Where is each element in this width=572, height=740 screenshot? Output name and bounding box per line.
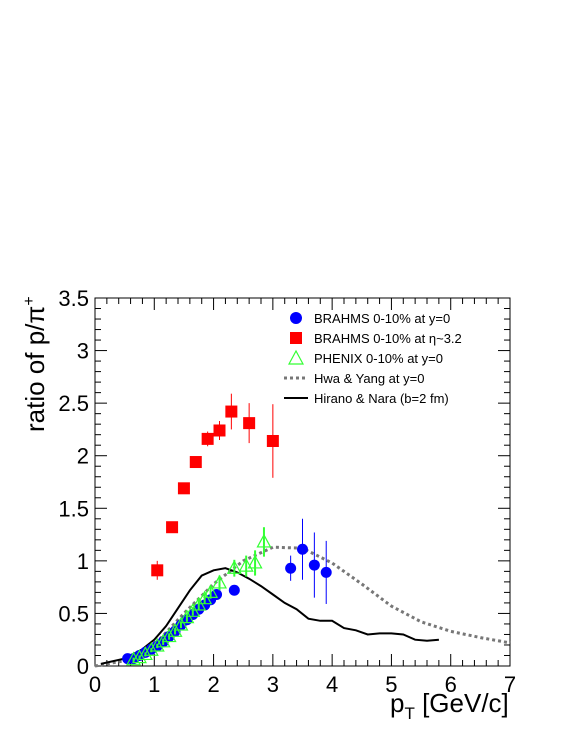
x-tick-label: 4 xyxy=(326,672,338,697)
x-axis-title: pT [GeV/c] xyxy=(390,688,509,723)
legend-label: BRAHMS 0-10% at y=0 xyxy=(314,311,450,326)
phenix-point xyxy=(211,574,228,589)
brahms-y0-point xyxy=(297,543,308,555)
y-tick-label: 3.5 xyxy=(58,286,89,311)
phenix-point xyxy=(256,533,272,548)
legend-label: Hwa & Yang at y=0 xyxy=(314,371,424,386)
phenix-point xyxy=(126,651,142,666)
brahms-eta32-point xyxy=(201,432,214,445)
phenix-point xyxy=(155,633,171,648)
phenix-point xyxy=(203,584,219,598)
y-tick-label: 3 xyxy=(77,339,89,364)
data-points xyxy=(122,393,332,666)
y-tick-label: 1 xyxy=(77,549,89,574)
hirano-nara-curve xyxy=(100,567,439,665)
brahms-y0-point xyxy=(320,566,332,578)
x-tick-label: 1 xyxy=(148,672,160,697)
phenix-point xyxy=(247,554,263,569)
x-tick-label: 2 xyxy=(207,672,219,697)
phenix-point xyxy=(226,559,242,574)
x-tick-label: 0 xyxy=(89,672,101,697)
y-tick-label: 1.5 xyxy=(58,496,89,521)
plot-frame xyxy=(94,297,511,667)
y-axis-title: ratio of p/π+ xyxy=(20,296,50,432)
phenix-point xyxy=(238,557,254,572)
brahms-eta32-point xyxy=(151,564,164,577)
brahms-eta32-point xyxy=(225,405,238,418)
y-tick-label: 2.5 xyxy=(58,391,89,416)
x-tick-label: 6 xyxy=(445,672,457,697)
y-tick-label: 0 xyxy=(77,654,89,679)
phenix-point xyxy=(131,649,147,664)
phenix-point xyxy=(149,637,165,652)
brahms-y0-point xyxy=(228,584,240,596)
brahms-eta32-point xyxy=(266,434,279,447)
phenix-point xyxy=(143,641,159,656)
x-axis: 0 1 2 3 4 5 6 7 xyxy=(89,298,516,697)
legend-label: PHENIX 0-10% at y=0 xyxy=(314,351,443,366)
y-tick-label: 2 xyxy=(77,444,89,469)
phenix-point xyxy=(173,616,189,631)
legend-symbol-brahms-eta32 xyxy=(290,332,302,344)
x-tick-label: 5 xyxy=(385,672,397,697)
legend-symbol-phenix xyxy=(287,349,305,365)
y-tick-label: 0.5 xyxy=(58,601,89,626)
y-axis: 0 0.5 1 1.5 2 2.5 3 3.5 xyxy=(58,286,510,679)
x-tick-label: 3 xyxy=(267,672,279,697)
legend-label: Hirano & Nara (b=2 fm) xyxy=(314,391,449,406)
x-tick-label: 7 xyxy=(504,672,516,697)
brahms-y0-point xyxy=(285,562,297,574)
phenix-point xyxy=(137,646,153,661)
brahms-eta32-point xyxy=(166,521,179,534)
brahms-y0-point xyxy=(308,559,320,571)
brahms-eta32-point xyxy=(189,456,202,469)
phenix-point xyxy=(161,628,177,643)
legend: BRAHMS 0-10% at y=0 BRAHMS 0-10% at η~3.2… xyxy=(284,311,462,406)
brahms-eta32-point xyxy=(243,417,256,430)
brahms-eta32-point xyxy=(213,424,226,437)
legend-label: BRAHMS 0-10% at η~3.2 xyxy=(314,331,462,346)
brahms-eta32-point xyxy=(177,482,190,495)
legend-symbol-brahms-y0 xyxy=(290,312,302,324)
brahms-y0-point xyxy=(211,589,223,601)
